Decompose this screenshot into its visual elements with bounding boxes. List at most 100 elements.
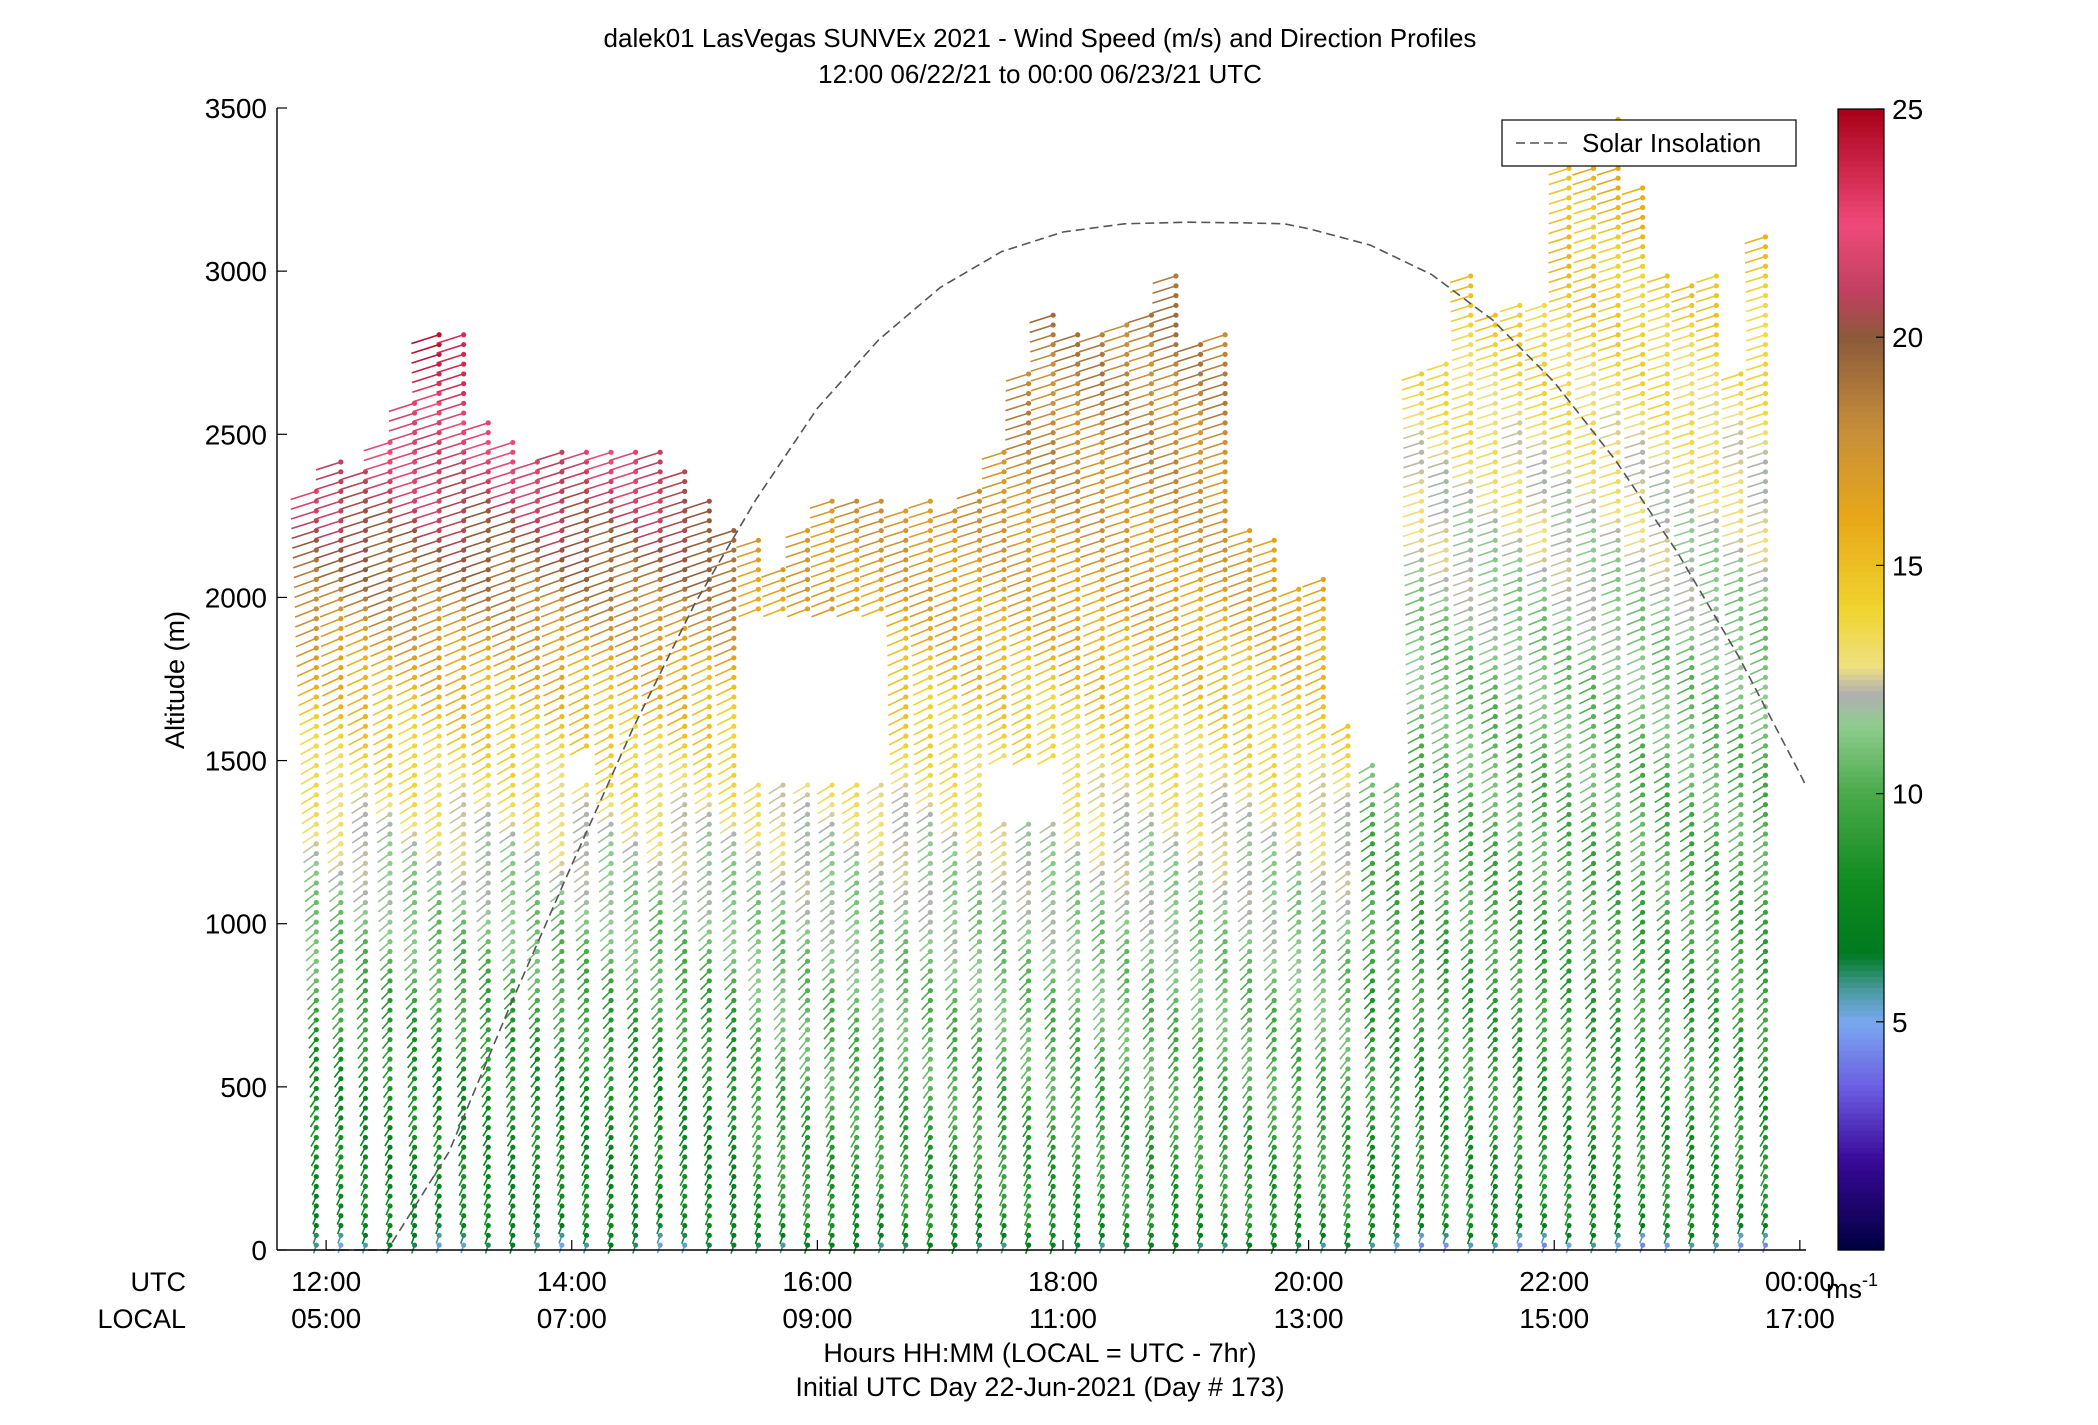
- wind-barb-point: [1001, 527, 1007, 534]
- wind-barb-point: [608, 890, 614, 896]
- wind-barb-point: [755, 1066, 762, 1072]
- wind-barb-point: [313, 1193, 319, 1199]
- wind-barb-point: [510, 978, 516, 984]
- wind-barb-point: [682, 664, 688, 671]
- wind-barb-point: [952, 753, 958, 759]
- wind-barb-point: [534, 645, 540, 651]
- wind-barb-point: [461, 1027, 467, 1033]
- wind-barb-shaft: [963, 745, 980, 756]
- wind-barb-point: [829, 1115, 835, 1121]
- wind-barb-point: [1026, 557, 1032, 563]
- wind-barb-point: [927, 919, 933, 925]
- wind-barb-point: [1099, 1105, 1105, 1111]
- wind-barb-point: [461, 841, 467, 847]
- wind-barb-shaft: [715, 686, 735, 697]
- wind-barb-point: [534, 743, 540, 749]
- wind-barb-shaft: [644, 754, 661, 765]
- wind-barb-shaft: [960, 676, 980, 687]
- wind-barb-point: [559, 870, 565, 876]
- wind-barb-shaft: [470, 706, 489, 717]
- wind-barb-point: [633, 890, 639, 896]
- wind-barb-shaft: [685, 568, 710, 579]
- wind-barb-point: [976, 948, 983, 955]
- wind-barb-point: [559, 1125, 565, 1131]
- wind-barb-shaft: [462, 451, 489, 462]
- wind-barb-shaft: [687, 617, 710, 628]
- wind-barb-point: [1001, 890, 1007, 896]
- wind-barb-point: [1050, 704, 1056, 710]
- wind-barb-shaft: [296, 666, 317, 677]
- wind-barb-point: [534, 860, 540, 866]
- wind-barb-shaft: [691, 686, 710, 697]
- wind-barb-point: [485, 537, 491, 543]
- wind-barb-point: [952, 1232, 958, 1238]
- wind-barb-shaft: [667, 735, 686, 746]
- wind-barb-point: [436, 733, 442, 739]
- wind-barb-point: [854, 1183, 860, 1189]
- wind-barb-point: [559, 1164, 565, 1170]
- wind-barb-point: [559, 743, 565, 749]
- wind-barb-point: [1075, 420, 1081, 426]
- wind-barb-point: [633, 1076, 639, 1082]
- wind-barb-point: [731, 547, 737, 553]
- wind-barb-point: [976, 792, 983, 798]
- wind-barb-point: [362, 1017, 369, 1023]
- wind-barb-point: [461, 1213, 467, 1219]
- wind-barb-point: [559, 929, 565, 935]
- wind-barb-shaft: [515, 588, 538, 599]
- wind-barb-point: [952, 586, 958, 592]
- wind-barb-shaft: [499, 833, 514, 844]
- wind-barb-point: [657, 1105, 663, 1111]
- wind-barb-point: [362, 1183, 369, 1189]
- wind-barb-point: [976, 1173, 983, 1180]
- wind-barb-point: [804, 988, 811, 994]
- wind-barb-point: [976, 831, 983, 837]
- wind-barb-point: [362, 1164, 369, 1170]
- wind-barb-point: [952, 948, 958, 955]
- wind-barb-shaft: [444, 666, 465, 677]
- wind-barb-point: [362, 762, 369, 769]
- wind-barb-point: [485, 1164, 491, 1170]
- wind-barb-point: [559, 713, 565, 720]
- wind-barb-point: [976, 997, 983, 1003]
- wind-barb-point: [706, 606, 712, 612]
- wind-barb-point: [534, 1095, 540, 1101]
- wind-barb-shaft: [709, 529, 735, 539]
- wind-barb-shaft: [573, 862, 587, 874]
- wind-barb-shaft: [520, 725, 538, 736]
- wind-barb-shaft: [956, 490, 980, 500]
- wind-barb-point: [362, 635, 369, 641]
- wind-barb-point: [313, 958, 319, 964]
- wind-barb-point: [1050, 958, 1056, 964]
- wind-barb-shaft: [423, 774, 440, 785]
- wind-barb-point: [436, 625, 442, 632]
- wind-barb-point: [510, 1007, 516, 1013]
- wind-barb-shaft: [1011, 696, 1029, 707]
- chart-subtitle: 12:00 06/22/21 to 00:00 06/23/21 UTC: [818, 59, 1262, 89]
- wind-barb-point: [804, 1203, 811, 1209]
- wind-barb-point: [485, 1036, 491, 1043]
- wind-barb-shaft: [710, 559, 735, 569]
- wind-barb-point: [682, 1213, 688, 1219]
- wind-barb-point: [510, 518, 516, 524]
- wind-barb-point: [976, 586, 983, 592]
- wind-barb-point: [485, 909, 491, 915]
- wind-barb-point: [559, 939, 565, 945]
- wind-barb-point: [976, 988, 983, 994]
- wind-barb-shaft: [1059, 676, 1079, 687]
- wind-barb-point: [485, 488, 491, 494]
- wind-barb-point: [608, 478, 614, 485]
- wind-barb-point: [952, 1193, 958, 1199]
- wind-barb-point: [461, 1007, 467, 1013]
- wind-barb-shaft: [436, 392, 464, 403]
- wind-barb-point: [583, 1076, 590, 1082]
- wind-barb-point: [461, 488, 467, 494]
- wind-barb-point: [387, 606, 393, 612]
- wind-barb-point: [952, 988, 958, 994]
- wind-barb-point: [608, 978, 614, 984]
- wind-barb-point: [485, 1056, 491, 1062]
- wind-barb-point: [510, 1036, 516, 1043]
- wind-barb-point: [706, 939, 712, 945]
- wind-barb-shaft: [1005, 422, 1029, 432]
- wind-barb-shaft: [323, 715, 342, 727]
